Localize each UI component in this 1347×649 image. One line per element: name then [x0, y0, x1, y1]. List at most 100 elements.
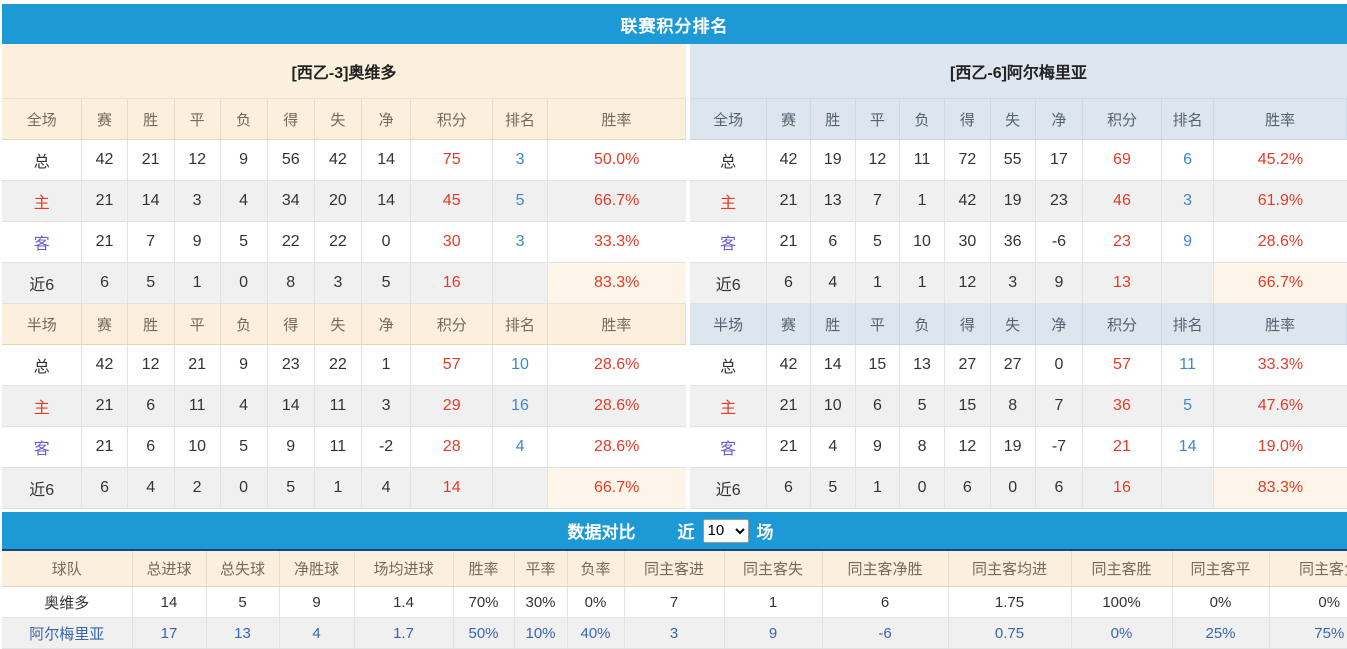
row-label: 总 [2, 139, 83, 181]
stat-cell: 13 [899, 344, 946, 386]
recent-rounds-select[interactable]: 10 [702, 518, 749, 543]
team-panel-away: [西乙-6]阿尔梅里亚 全场赛胜平负得失净积分 排名 胜率总 42 19 12 11 72 55… [690, 44, 1347, 509]
stat-cell: 34 [267, 180, 315, 222]
row-label: 近6 [2, 467, 83, 509]
column-header: 赛 [766, 303, 811, 345]
stat-cell: 0 [899, 467, 946, 509]
stat-cell: 4 [810, 426, 856, 468]
stat-cell: 6 [81, 262, 128, 304]
comparison-cell: -6 [822, 617, 949, 649]
stat-cell: 21 [81, 221, 128, 263]
stats-row: 主 21 10 6 5 15 8 7 36 5 47.6% [690, 385, 1347, 427]
comparison-column-header: 总失球 [206, 551, 280, 587]
rank-cell [1161, 467, 1215, 509]
comparison-column-header: 同主客均进 [948, 551, 1072, 587]
stat-cell: 6 [766, 262, 811, 304]
column-header: 排名 [492, 303, 548, 345]
stat-cell: 9 [855, 426, 900, 468]
stat-cell: -7 [1035, 426, 1084, 468]
comparison-cell: 0% [1269, 586, 1347, 618]
rank-cell: 3 [492, 139, 548, 181]
stat-cell: 20 [314, 180, 362, 222]
rank-cell [492, 262, 548, 304]
comparison-column-header: 同主客进 [624, 551, 725, 587]
winrate-cell: 28.6% [1213, 221, 1347, 263]
comparison-header-row: 球队 总进球 总失球 净胜球 场均进球 胜率 平率 负率 同主客进 同主客失 同主客净胜 同主客均进同… [2, 551, 1347, 587]
stat-cell: 5 [220, 221, 268, 263]
stat-cell: 9 [174, 221, 221, 263]
column-header: 得 [944, 303, 991, 345]
stats-header-row: 半场赛胜平负得失净积分 排名 胜率 [2, 303, 687, 345]
points-cell: 16 [410, 262, 494, 304]
comparison-cell: 1 [724, 586, 823, 618]
stats-row: 主 21 14 3 4 34 20 14 45 5 66.7% [2, 180, 686, 222]
stat-cell: 7 [127, 221, 175, 263]
stats-row: 客 21 6 5 10 30 36 -6 23 9 28.6% [690, 221, 1347, 263]
stat-cell: 23 [267, 344, 315, 386]
stat-cell: 21 [766, 221, 811, 263]
stat-cell: 6 [81, 467, 128, 509]
rank-cell: 10 [492, 344, 548, 386]
stats-row: 客 21 4 9 8 12 19 -7 21 14 19.0% [690, 426, 1347, 468]
column-header: 平 [855, 303, 900, 345]
team-stats-table-away: 全场赛胜平负得失净积分 排名 胜率总 42 19 12 11 72 55 17 69 6 45.2% 主 2… [690, 99, 1347, 509]
stat-cell: 30 [944, 221, 991, 263]
stat-cell: 11 [899, 139, 946, 181]
stat-cell: 14 [267, 385, 315, 427]
recent-suffix-label: 场 [756, 523, 774, 542]
comparison-cell: 4 [279, 617, 355, 649]
comparison-cell: 0.75 [948, 617, 1072, 649]
comparison-cell: 1.7 [354, 617, 454, 649]
stat-cell: 7 [855, 180, 900, 222]
rank-cell: 3 [1161, 180, 1215, 222]
points-cell: 30 [410, 221, 494, 263]
row-label: 客 [690, 221, 768, 263]
stat-cell: -6 [1035, 221, 1084, 263]
comparison-column-header: 平率 [514, 551, 568, 587]
stat-cell: 0 [990, 467, 1036, 509]
winrate-cell: 83.3% [547, 262, 686, 304]
rank-cell: 5 [1161, 385, 1215, 427]
comparison-cell: 13 [206, 617, 280, 649]
comparison-cell: 30% [514, 586, 568, 618]
comparison-row: 阿尔梅里亚 17 13 4 1.7 50% 10% 40% 3 9 -6 0.75 0% 25% 75% [2, 617, 1347, 649]
stat-cell: 15 [855, 344, 900, 386]
row-label: 主 [690, 385, 768, 427]
points-cell: 75 [410, 139, 494, 181]
points-cell: 21 [1082, 426, 1162, 468]
column-header: 赛 [81, 303, 128, 345]
stat-cell: 42 [944, 180, 991, 222]
league-ranking-title: 联赛积分排名 [2, 4, 1347, 44]
points-cell: 45 [410, 180, 494, 222]
comparison-column-header: 同主客净胜 [822, 551, 949, 587]
stat-cell: 1 [899, 262, 946, 304]
stat-cell: 19 [990, 180, 1036, 222]
stat-cell: 3 [990, 262, 1036, 304]
winrate-cell: 66.7% [547, 180, 686, 222]
stat-cell: 17 [1035, 139, 1084, 181]
stat-cell: 55 [990, 139, 1036, 181]
row-label: 主 [690, 180, 768, 222]
stat-cell: 1 [174, 262, 221, 304]
winrate-cell: 47.6% [1213, 385, 1347, 427]
stat-cell: 1 [314, 467, 362, 509]
comparison-cell: 6 [822, 586, 949, 618]
comparison-title: 数据对比 [567, 523, 636, 542]
rank-cell: 11 [1161, 344, 1215, 386]
column-header: 失 [314, 99, 362, 140]
stat-cell: 9 [1035, 262, 1084, 304]
winrate-cell: 28.6% [547, 344, 686, 386]
stat-cell: 6 [766, 467, 811, 509]
stat-cell: 42 [81, 139, 128, 181]
row-label: 总 [690, 139, 768, 181]
stat-cell: 6 [944, 467, 991, 509]
column-header: 平 [174, 303, 221, 345]
stats-row: 总 42 14 15 13 27 27 0 57 11 33.3% [690, 344, 1347, 386]
rank-cell [1161, 262, 1215, 304]
column-header: 积分 [410, 303, 494, 345]
stat-cell: 10 [899, 221, 946, 263]
stat-cell: 15 [944, 385, 991, 427]
stats-row: 近6 6 5 1 0 6 0 6 16 83.3% [690, 467, 1347, 509]
section-label: 半场 [2, 303, 83, 345]
column-header: 排名 [1161, 303, 1215, 345]
